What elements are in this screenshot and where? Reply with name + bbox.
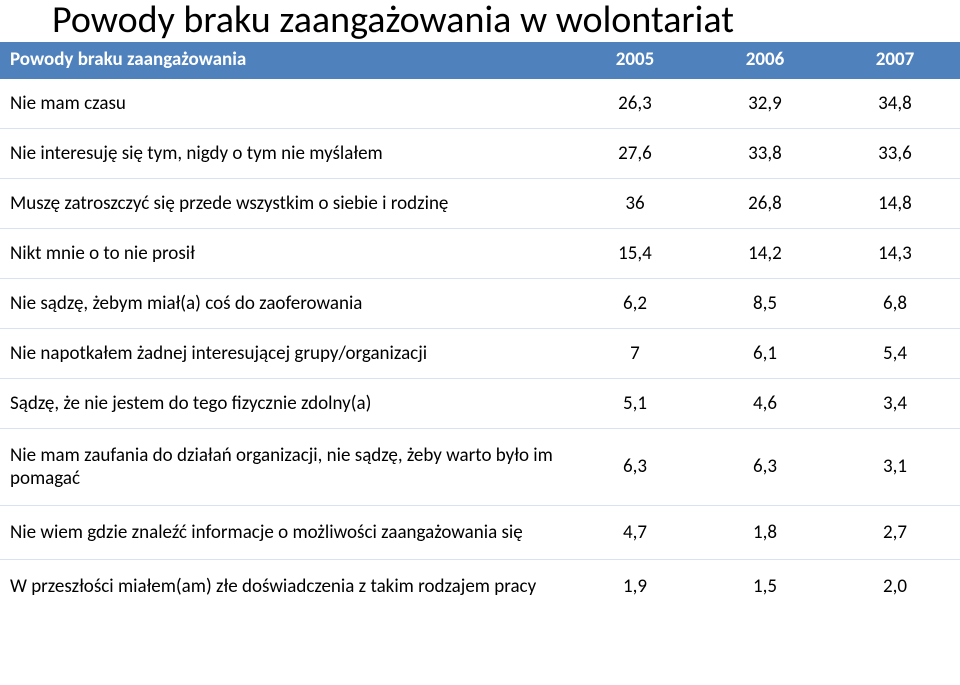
row-value: 1,5 — [700, 559, 830, 613]
row-value: 33,8 — [700, 128, 830, 178]
row-value: 1,8 — [700, 505, 830, 559]
table-row: Muszę zatroszczyć się przede wszystkim o… — [0, 178, 960, 228]
table-row: Nie sądzę, żebym miał(a) coś do zaoferow… — [0, 278, 960, 328]
row-value: 3,1 — [830, 428, 960, 505]
row-value: 14,3 — [830, 228, 960, 278]
row-value: 4,6 — [700, 378, 830, 428]
row-value: 34,8 — [830, 79, 960, 129]
table-row: Nie wiem gdzie znaleźć informacje o możl… — [0, 505, 960, 559]
col-header-2006: 2006 — [700, 42, 830, 79]
table-head: Powody braku zaangażowania 2005 2006 200… — [0, 42, 960, 79]
table-row: Sądzę, że nie jestem do tego fizycznie z… — [0, 378, 960, 428]
row-label: Nie mam zaufania do działań organizacji,… — [0, 428, 570, 505]
row-value: 1,9 — [570, 559, 700, 613]
row-value: 6,3 — [570, 428, 700, 505]
table-row: Nie interesuję się tym, nigdy o tym nie … — [0, 128, 960, 178]
table-body: Nie mam czasu26,332,934,8Nie interesuję … — [0, 79, 960, 613]
row-value: 14,2 — [700, 228, 830, 278]
row-label: Nie sądzę, żebym miał(a) coś do zaoferow… — [0, 278, 570, 328]
row-value: 2,0 — [830, 559, 960, 613]
table-row: W przeszłości miałem(am) złe doświadczen… — [0, 559, 960, 613]
page: Powody braku zaangażowania w wolontariat… — [0, 0, 960, 685]
row-value: 4,7 — [570, 505, 700, 559]
row-value: 26,3 — [570, 79, 700, 129]
row-value: 26,8 — [700, 178, 830, 228]
row-label: Nie interesuję się tym, nigdy o tym nie … — [0, 128, 570, 178]
row-value: 5,1 — [570, 378, 700, 428]
row-label: W przeszłości miałem(am) złe doświadczen… — [0, 559, 570, 613]
row-label: Nikt mnie o to nie prosił — [0, 228, 570, 278]
row-value: 14,8 — [830, 178, 960, 228]
row-value: 27,6 — [570, 128, 700, 178]
row-value: 6,8 — [830, 278, 960, 328]
col-header-2005: 2005 — [570, 42, 700, 79]
row-label: Nie mam czasu — [0, 79, 570, 129]
row-value: 6,2 — [570, 278, 700, 328]
row-value: 33,6 — [830, 128, 960, 178]
table-row: Nie mam zaufania do działań organizacji,… — [0, 428, 960, 505]
table-row: Nie mam czasu26,332,934,8 — [0, 79, 960, 129]
table-row: Nie napotkałem żadnej interesującej grup… — [0, 328, 960, 378]
row-label: Sądzę, że nie jestem do tego fizycznie z… — [0, 378, 570, 428]
table-row: Nikt mnie o to nie prosił15,414,214,3 — [0, 228, 960, 278]
row-value: 2,7 — [830, 505, 960, 559]
row-value: 36 — [570, 178, 700, 228]
row-value: 6,1 — [700, 328, 830, 378]
row-value: 8,5 — [700, 278, 830, 328]
row-label: Nie napotkałem żadnej interesującej grup… — [0, 328, 570, 378]
row-value: 32,9 — [700, 79, 830, 129]
row-label: Muszę zatroszczyć się przede wszystkim o… — [0, 178, 570, 228]
row-value: 15,4 — [570, 228, 700, 278]
row-value: 6,3 — [700, 428, 830, 505]
col-header-2007: 2007 — [830, 42, 960, 79]
row-value: 7 — [570, 328, 700, 378]
row-value: 5,4 — [830, 328, 960, 378]
table-header-row: Powody braku zaangażowania 2005 2006 200… — [0, 42, 960, 79]
col-header-label: Powody braku zaangażowania — [0, 42, 570, 79]
page-title: Powody braku zaangażowania w wolontariat — [0, 0, 960, 42]
row-label: Nie wiem gdzie znaleźć informacje o możl… — [0, 505, 570, 559]
row-value: 3,4 — [830, 378, 960, 428]
reasons-table: Powody braku zaangażowania 2005 2006 200… — [0, 42, 960, 613]
